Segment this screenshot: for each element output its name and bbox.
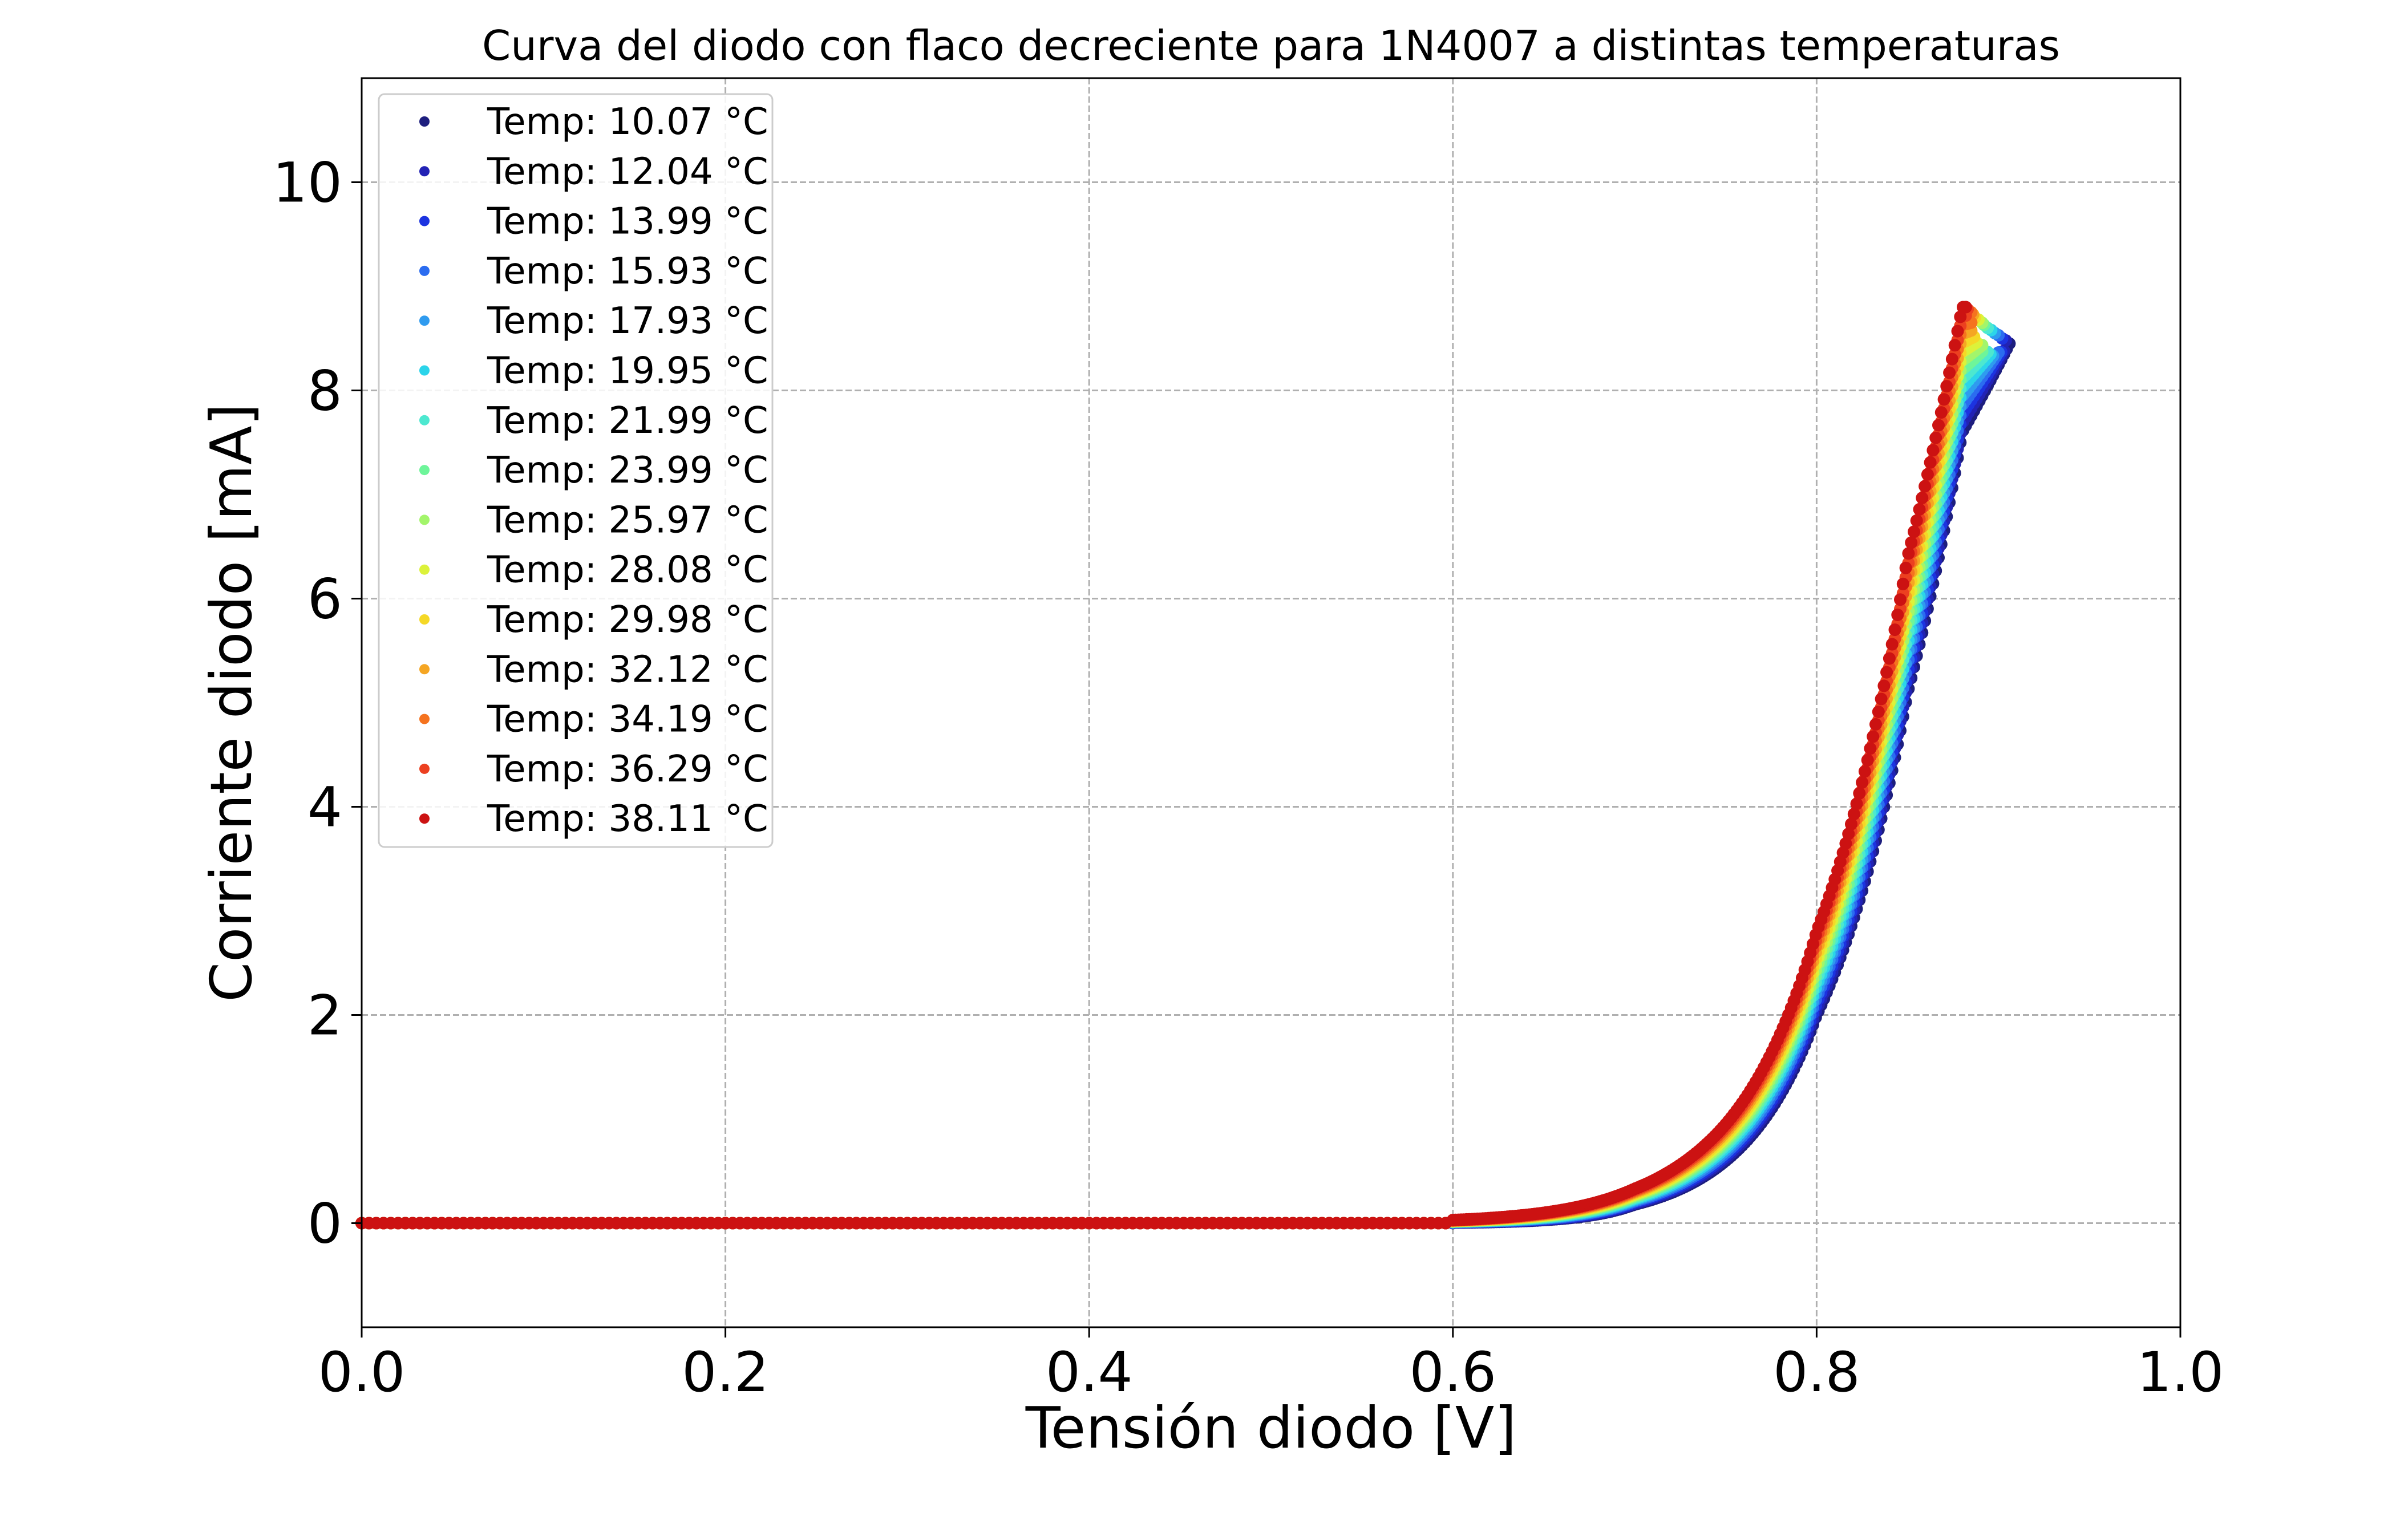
data-series [355,301,2016,1230]
series-14 [355,301,1972,1230]
chart-title: Curva del diodo con flaco decreciente pa… [482,22,2060,70]
